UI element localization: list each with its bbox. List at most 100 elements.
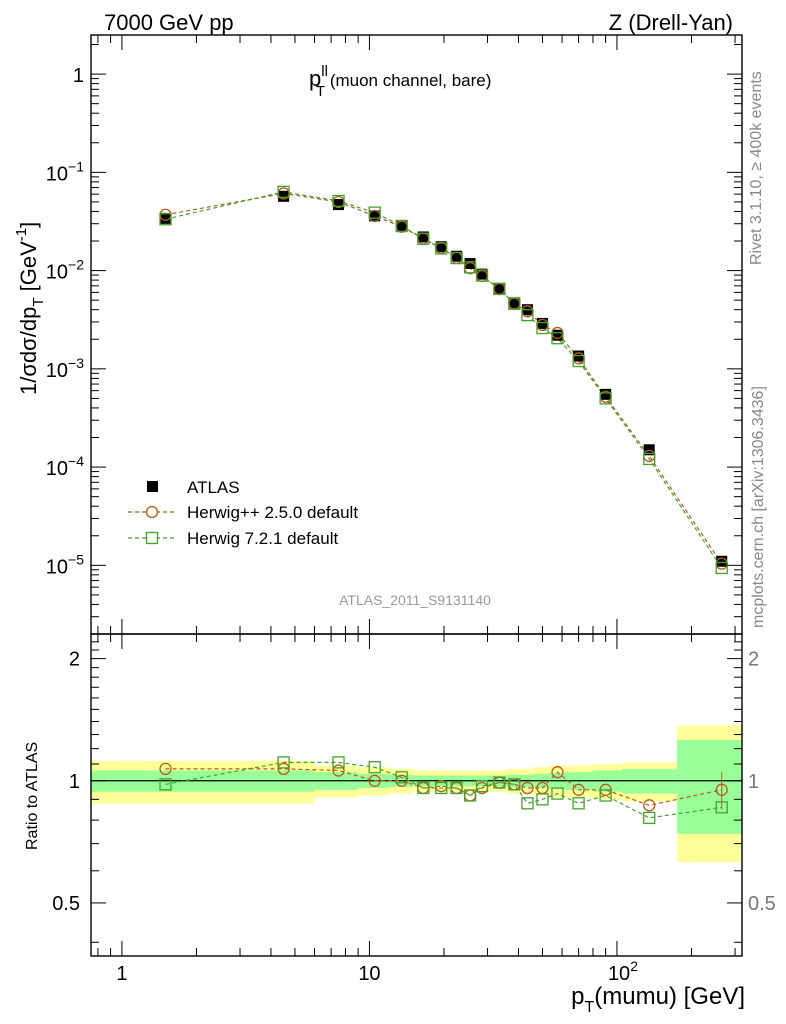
ratio-y-tick-label-right: 2 [748, 649, 759, 671]
herwig7-point [508, 297, 521, 310]
herwig7-ratio-point [417, 781, 430, 795]
atlas-point [160, 212, 172, 224]
herwig7-ratio-point [435, 781, 448, 795]
ratio-y-tick-label: 0.5 [52, 893, 80, 915]
ratio-y-tick-label-right: 0.5 [748, 893, 776, 915]
header-right-label: Z (Drell-Yan) [609, 10, 733, 35]
herwig7-point [521, 308, 534, 322]
herwig7-ratio-point [277, 756, 290, 769]
atlas-point [417, 231, 429, 243]
ratio-y-tick-label-right: 1 [748, 771, 759, 793]
header-left-label: 7000 GeV pp [104, 10, 234, 35]
herwig7-point [572, 354, 585, 368]
herwig7-ratio-point [551, 787, 564, 800]
legend-herwig7-marker [145, 531, 159, 545]
herwig7-ratio-point [450, 781, 463, 795]
herwig7-point [417, 232, 430, 245]
herwig7-point [332, 194, 345, 208]
y-tick-label: 10−5 [46, 551, 84, 578]
atlas-point [451, 250, 463, 262]
atlas-point [551, 329, 563, 341]
plot-title: pll T (muon channel, bare) [309, 63, 491, 100]
herwigpp-ratio-point [551, 766, 564, 779]
herwig7-ratio-point [395, 771, 408, 784]
atlas-point [536, 317, 548, 329]
y-tick-label: 1 [73, 65, 84, 87]
atlas-point [493, 282, 505, 294]
herwig7-point [536, 321, 549, 335]
ratio-y-axis-label: Ratio to ATLAS [24, 742, 41, 850]
herwig7-ratio-point [368, 761, 381, 774]
herwig7-point [493, 282, 506, 296]
ratio-y-tick-label: 1 [69, 771, 80, 793]
ratio-band-inner [677, 740, 742, 834]
x-axis-label: pT(mumu) [GeV] [571, 983, 745, 1016]
herwig7-point [643, 452, 656, 466]
legend-atlas-marker [147, 481, 158, 492]
herwig7-point [159, 213, 172, 226]
herwig7-point [599, 392, 612, 405]
main-panel: 1 10−1 10−2 10−3 10−4 10−5 pll T (muon channel… [13, 34, 743, 649]
y-tick-label: 10−3 [46, 355, 84, 382]
x-tick-labels: 1 10 102 [116, 958, 638, 985]
ratio-frame [90, 633, 743, 957]
ratio-y-tick-label: 2 [69, 649, 80, 671]
herwig7-point [277, 185, 290, 199]
herwig7-ratio-point [159, 778, 172, 791]
atlas-point [600, 388, 612, 400]
herwig7-ratio-point [521, 797, 534, 810]
legend-herwigpp-label: Herwig++ 2.5.0 default [187, 503, 358, 522]
herwig7-point [395, 219, 408, 233]
herwig7-ratio-point [475, 780, 489, 793]
main-ticks [91, 35, 742, 649]
herwig7-ratio-point [643, 811, 656, 825]
herwig7-point [475, 269, 489, 282]
herwig7-point [435, 242, 448, 255]
analysis-id: ATLAS_2011_S9131140 [339, 592, 491, 608]
herwig7-ratio-point [463, 789, 477, 802]
x-tick-label: 102 [608, 958, 638, 985]
atlas-point [278, 190, 290, 202]
rivet-label: Rivet 3.1.10, ≥ 400k events [748, 71, 765, 265]
herwigpp-ratio-point [332, 764, 345, 777]
ratio-ticks [91, 641, 742, 956]
atlas-point [435, 241, 447, 253]
legend: ATLAS Herwig++ 2.5.0 default Herwig 7.2.… [128, 478, 358, 548]
herwigpp-ratio-point [521, 781, 534, 795]
atlas-point [396, 221, 408, 233]
herwigpp-ratio-line [165, 768, 722, 806]
y-axis-label: 1/σdσ/dpT [GeV-1] [13, 222, 47, 395]
ratio-y-tick-labels: 2 2 1 1 0.5 0.5 [52, 649, 776, 915]
herwig7-point [368, 206, 381, 219]
herwig7-ratio-point [572, 797, 585, 810]
atlas-point [369, 210, 381, 222]
herwig7-point [463, 261, 477, 274]
herwig7-ratio-point [332, 756, 345, 769]
main-y-tick-labels: 1 10−1 10−2 10−3 10−4 10−5 [46, 65, 84, 578]
herwigpp-ratio-point [277, 762, 290, 776]
herwigpp-ratio-point [643, 799, 656, 812]
x-tick-label: 10 [358, 963, 380, 985]
mcplots-label: mcplots.cern.ch [arXiv:1306.3436] [750, 386, 767, 628]
x-tick-label: 1 [116, 963, 127, 985]
atlas-point [476, 268, 488, 280]
herwig7-ratio-point [599, 789, 612, 802]
legend-herwig7-label: Herwig 7.2.1 default [187, 529, 338, 548]
herwig7-ratio-point [536, 793, 549, 806]
herwigpp-ratio-point [572, 783, 585, 796]
herwig7-ratio-point [508, 778, 521, 791]
y-tick-label: 10−1 [46, 158, 84, 185]
herwigpp-ratio-point [159, 762, 172, 776]
atlas-point [508, 297, 520, 309]
ratio-plot-area [91, 725, 742, 863]
herwig7-ratio-line [165, 761, 722, 819]
herwig7-point [551, 332, 564, 345]
atlas-point [333, 199, 345, 211]
atlas-point [464, 258, 476, 270]
herwig7-point [715, 561, 728, 575]
atlas-point [716, 555, 728, 567]
main-plot-area [159, 185, 728, 575]
y-tick-label: 10−4 [46, 453, 84, 480]
herwigpp-ratio-point [368, 774, 381, 787]
